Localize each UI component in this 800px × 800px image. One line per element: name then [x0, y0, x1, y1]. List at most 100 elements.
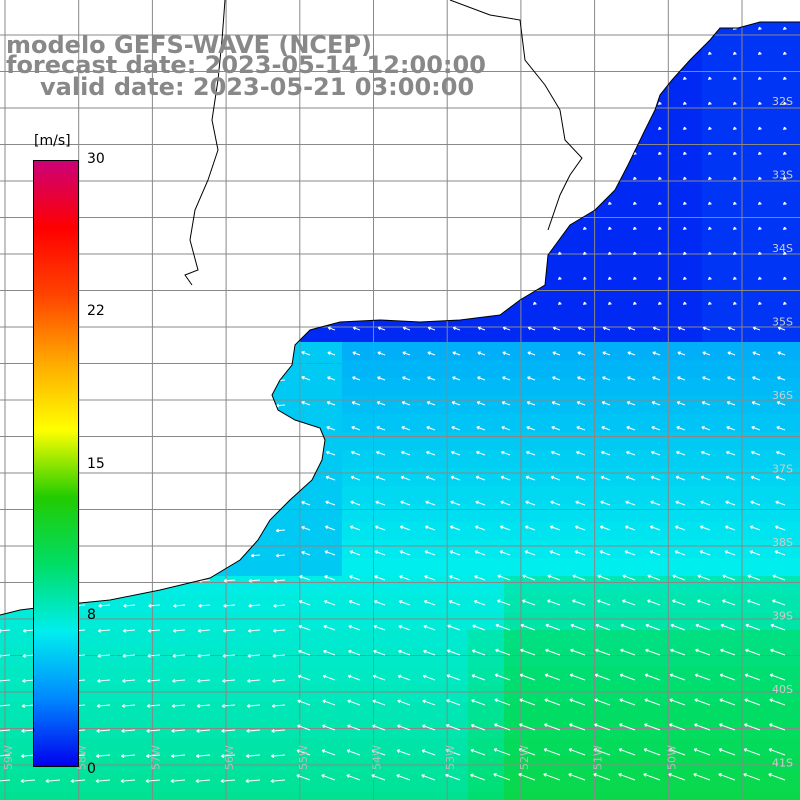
field-cell — [486, 648, 505, 667]
field-cell — [270, 738, 289, 757]
field-cell — [252, 558, 271, 577]
field-cell — [594, 306, 613, 325]
field-cell — [396, 540, 415, 559]
wind-arrow — [283, 151, 286, 156]
field-cell — [378, 162, 397, 181]
field-cell — [792, 342, 800, 361]
field-cell — [522, 180, 541, 199]
wind-arrow — [775, 526, 786, 531]
field-cell — [558, 450, 577, 469]
field-cell — [342, 108, 361, 127]
wind-arrow — [251, 329, 261, 332]
field-cell — [756, 108, 775, 127]
wind-arrow — [627, 376, 636, 381]
field-cell — [90, 378, 109, 397]
field-cell — [522, 486, 541, 505]
wind-arrow — [8, 151, 11, 156]
field-cell — [378, 612, 397, 631]
wind-arrow — [352, 376, 361, 381]
wind-arrow — [597, 599, 611, 606]
field-cell — [180, 666, 199, 685]
wind-arrow — [525, 476, 536, 481]
field-cell — [270, 648, 289, 667]
field-cell — [180, 558, 199, 577]
wind-arrow — [273, 604, 286, 607]
wind-arrow — [321, 774, 336, 781]
field-cell — [288, 162, 307, 181]
wind-arrow — [358, 201, 361, 206]
field-cell — [486, 162, 505, 181]
field-cell — [360, 126, 379, 145]
field-cell — [522, 504, 541, 523]
wind-arrow — [258, 226, 261, 231]
field-cell — [144, 666, 163, 685]
field-cell — [54, 0, 73, 19]
wind-arrow — [375, 476, 386, 481]
field-cell — [666, 666, 685, 685]
field-cell — [396, 774, 415, 793]
field-cell — [360, 720, 379, 739]
field-cell — [630, 270, 649, 289]
field-cell — [378, 216, 397, 235]
wind-arrow — [108, 201, 111, 206]
field-cell — [612, 504, 631, 523]
field-cell — [576, 108, 595, 127]
field-cell — [216, 612, 235, 631]
field-cell — [558, 54, 577, 73]
wind-arrow — [98, 629, 111, 632]
wind-arrow — [201, 429, 211, 432]
wind-arrow — [351, 401, 361, 406]
field-cell — [378, 576, 397, 595]
wind-arrow — [452, 376, 461, 381]
field-cell — [360, 270, 379, 289]
field-cell — [234, 198, 253, 217]
field-cell — [720, 378, 739, 397]
field-cell — [144, 630, 163, 649]
field-cell — [216, 306, 235, 325]
field-cell — [198, 306, 217, 325]
field-cell — [522, 630, 541, 649]
field-cell — [666, 540, 685, 559]
wind-arrow — [283, 126, 286, 131]
field-cell — [522, 378, 541, 397]
field-cell — [396, 216, 415, 235]
field-cell — [666, 126, 685, 145]
field-cell — [720, 576, 739, 595]
wind-arrow — [276, 329, 286, 332]
field-cell — [324, 0, 343, 19]
field-cell — [450, 504, 469, 523]
wind-arrow — [348, 675, 361, 681]
field-cell — [648, 414, 667, 433]
field-cell — [594, 198, 613, 217]
field-cell — [792, 738, 800, 757]
wind-arrow — [697, 575, 711, 581]
lat-label: 37S — [772, 463, 793, 476]
wind-arrow — [397, 700, 411, 706]
wind-arrow — [644, 699, 661, 706]
field-cell — [756, 216, 775, 235]
wind-arrow — [221, 754, 236, 757]
wind-arrow — [520, 649, 536, 656]
field-cell — [630, 22, 649, 37]
wind-arrow — [301, 401, 311, 406]
field-cell — [270, 792, 289, 800]
field-cell — [108, 162, 127, 181]
field-cell — [738, 612, 757, 631]
field-cell — [486, 558, 505, 577]
wind-arrow — [653, 327, 661, 331]
field-cell — [162, 738, 181, 757]
wind-arrow — [401, 451, 411, 456]
field-cell — [288, 450, 307, 469]
wind-arrow — [158, 226, 161, 231]
field-cell — [396, 612, 415, 631]
field-cell — [666, 576, 685, 595]
field-cell — [90, 126, 109, 145]
field-cell — [324, 576, 343, 595]
field-cell — [234, 486, 253, 505]
wind-arrow — [383, 176, 386, 181]
field-cell — [576, 396, 595, 415]
wind-arrow — [508, 26, 511, 31]
wind-arrow — [533, 76, 536, 81]
wind-arrow — [401, 401, 411, 406]
